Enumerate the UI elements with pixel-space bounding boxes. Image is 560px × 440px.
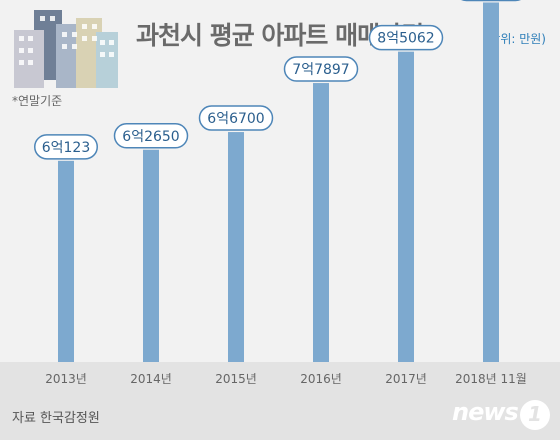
x-tick-label: 2014년 [130, 372, 172, 386]
source-label: 자료 한국감정원 [12, 411, 100, 426]
value-label: 6억2650 [122, 129, 179, 145]
value-label-pill [198, 105, 274, 131]
x-tick-label: 2016년 [300, 372, 342, 386]
value-label: 6억123 [42, 140, 91, 156]
bar [228, 132, 244, 362]
bar [143, 149, 159, 362]
bar [313, 83, 329, 362]
x-tick-label: 2015년 [215, 372, 257, 386]
basis-note: *연말기준 [12, 94, 63, 108]
value-label-pill [113, 123, 189, 149]
x-tick-label: 2018년 11월 [455, 372, 527, 386]
news1-badge-icon: 1 [520, 400, 550, 430]
footer-band [0, 362, 560, 440]
value-label-pill [283, 56, 359, 82]
unit-label: (단위: 만원) [484, 32, 546, 46]
x-tick-label: 2013년 [45, 372, 87, 386]
bar [398, 51, 414, 362]
value-label: 7억7897 [292, 62, 349, 78]
apartment-buildings-icon [14, 10, 118, 88]
value-label-pill [34, 134, 98, 160]
value-label: 6억6700 [207, 111, 264, 127]
x-tick-label: 2017년 [385, 372, 427, 386]
news1-logo: news [452, 398, 519, 426]
bar [483, 2, 499, 363]
value-label: 8억5062 [377, 31, 434, 47]
value-label-pill [368, 24, 444, 51]
bar [58, 160, 74, 362]
